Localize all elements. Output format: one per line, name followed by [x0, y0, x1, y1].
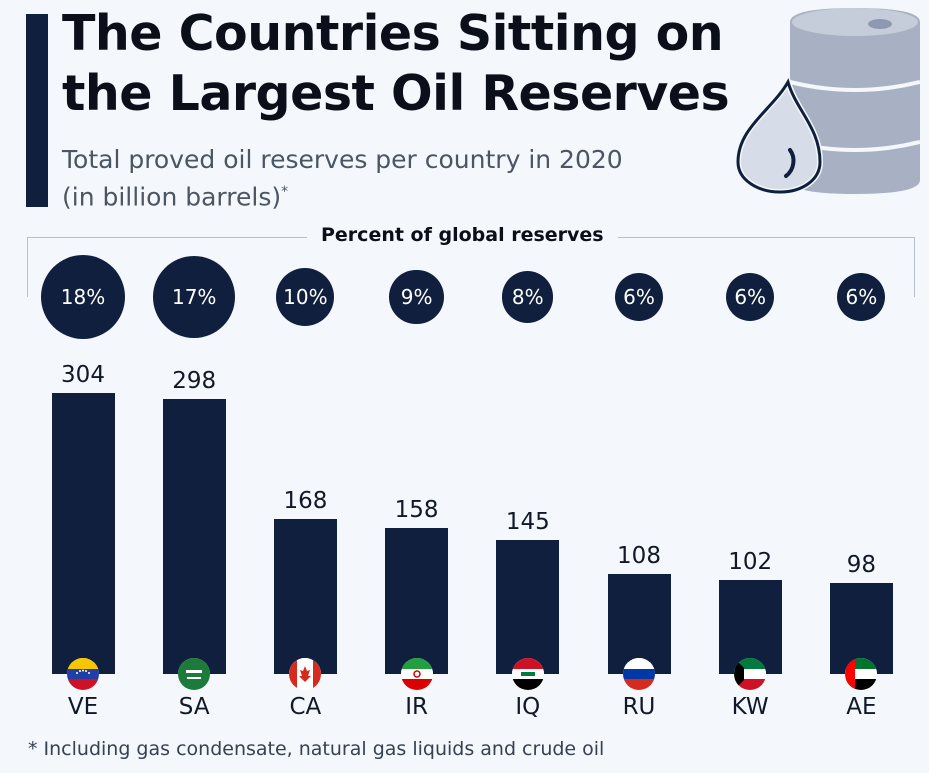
bar-ca: [273, 518, 337, 674]
value-label-kw: 102: [728, 548, 773, 575]
percent-circle-ve: 18%: [41, 255, 125, 339]
chart-subtitle: Total proved oil reserves per country in…: [62, 143, 623, 213]
percent-circle-iq: 8%: [502, 271, 554, 323]
percent-circle-kw: 6%: [726, 273, 775, 321]
percent-circle-ir: 9%: [389, 269, 444, 325]
value-label-ca: 168: [283, 487, 328, 514]
subtitle-asterisk: *: [281, 184, 289, 200]
value-label-sa: 298: [172, 367, 217, 394]
bar-iq: [496, 539, 560, 674]
category-label-sa: SA: [178, 694, 210, 720]
category-label-ae: AE: [846, 694, 877, 720]
category-label-ve: VE: [67, 694, 99, 720]
subtitle-line-2: (in billion barrels): [62, 182, 282, 212]
accent-bar: [26, 14, 48, 207]
category-label-iq: IQ: [515, 694, 541, 720]
value-label-ve: 304: [61, 362, 105, 388]
category-label-ru: RU: [622, 694, 656, 720]
bar-sa: [162, 398, 226, 674]
value-label-iq: 145: [505, 508, 550, 535]
title-line-1: The Countries Sitting on: [62, 5, 724, 62]
subtitle-line-1: Total proved oil reserves per country in…: [62, 145, 623, 174]
percent-circle-ru: 6%: [615, 273, 663, 321]
category-label-ca: CA: [289, 694, 322, 720]
category-label-kw: KW: [731, 694, 769, 720]
category-label-ir: IR: [405, 694, 428, 720]
russia-flag-icon: [623, 658, 655, 690]
canada-flag-icon: [289, 658, 322, 690]
oil-barrel-drop-icon: [734, 8, 920, 196]
venezuela-flag-icon: [67, 658, 99, 690]
iran-flag-icon: [400, 658, 433, 690]
percent-circle-sa: 17%: [153, 256, 236, 338]
bar-ve: [51, 393, 115, 674]
value-label-ae: 98: [846, 552, 877, 579]
chart-title: The Countries Sitting on the Largest Oil…: [62, 4, 730, 124]
percent-circle-ae: 6%: [837, 273, 886, 321]
legend-title: Percent of global reserves: [307, 224, 618, 246]
title-line-2: the Largest Oil Reserves: [62, 65, 730, 122]
kuwait-flag-icon: [734, 658, 767, 690]
uae-flag-icon: [845, 658, 878, 690]
bar-ru: [607, 574, 671, 674]
percent-circle-ca: 10%: [276, 268, 335, 326]
value-label-ir: 158: [394, 496, 439, 523]
saudi-arabia-flag-icon: [178, 658, 211, 690]
value-label-ru: 108: [617, 543, 661, 570]
iraq-flag-icon: [511, 658, 544, 690]
bar-ir: [385, 527, 449, 674]
footnote: * Including gas condensate, natural gas …: [28, 738, 605, 760]
